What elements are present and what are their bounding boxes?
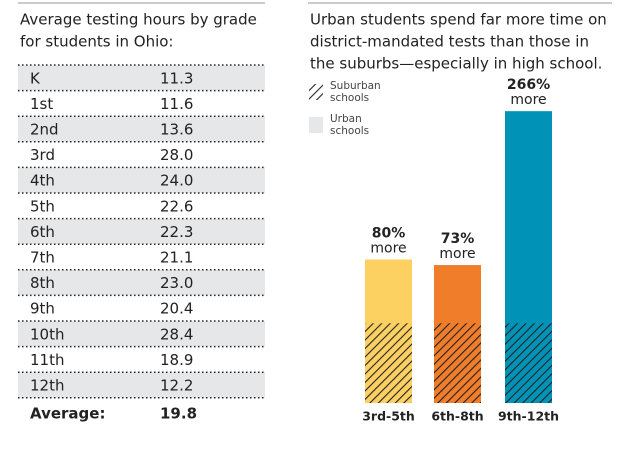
- row-band: [18, 65, 265, 91]
- x-tick-label: 6th-8th: [431, 409, 483, 424]
- hours: 21.1: [160, 249, 193, 267]
- hours: 24.0: [160, 172, 193, 190]
- annotation-note: more: [510, 92, 546, 108]
- grade: 9th: [30, 300, 55, 318]
- grade: 1st: [30, 95, 53, 113]
- bar-hatch: [505, 323, 552, 403]
- grade: 11th: [30, 351, 64, 369]
- grade: 2nd: [30, 121, 59, 139]
- hours: 28.4: [160, 325, 193, 343]
- bar-hatch: [365, 323, 412, 403]
- row-band: [18, 116, 265, 142]
- grade: 8th: [30, 274, 55, 292]
- table-title: for students in Ohio:: [20, 33, 173, 51]
- chart-title: Urban students spend far more time on: [310, 11, 607, 29]
- hours: 13.6: [160, 121, 193, 139]
- legend-swatch: [309, 117, 323, 133]
- legend-label: Suburban schools: [330, 80, 381, 104]
- annotation-note: more: [370, 240, 406, 256]
- row-band: [18, 372, 265, 398]
- hours: 11.3: [160, 69, 193, 87]
- annotation-note: more: [439, 246, 475, 262]
- row-band: [18, 269, 265, 296]
- hours: 22.6: [160, 197, 193, 215]
- hours: 12.2: [160, 377, 193, 395]
- hours: 20.4: [160, 300, 193, 318]
- hours: 11.6: [160, 95, 193, 113]
- grade: 3rd: [30, 146, 55, 164]
- bar-hatch: [434, 323, 481, 403]
- grade: 10th: [30, 325, 64, 343]
- grade: 7th: [30, 249, 55, 267]
- grade: 12th: [30, 377, 64, 395]
- x-tick-label: 9th-12th: [498, 409, 559, 424]
- annotation: 266%: [507, 77, 550, 93]
- legend-swatch: [309, 84, 323, 100]
- legend-label: Urban schools: [330, 113, 369, 137]
- chart-title: district-mandated tests than those in: [310, 33, 589, 51]
- average-label: Average:: [30, 404, 105, 422]
- grade: 4th: [30, 172, 55, 190]
- hours: 28.0: [160, 146, 193, 164]
- grade: 6th: [30, 223, 55, 241]
- average-value: 19.8: [160, 404, 197, 422]
- grade: K: [30, 69, 41, 87]
- x-tick-label: 3rd-5th: [362, 409, 415, 424]
- grade: 5th: [30, 197, 55, 215]
- annotation: 80%: [372, 225, 406, 241]
- row-band: [18, 218, 265, 245]
- row-band: [18, 321, 265, 347]
- hours: 18.9: [160, 351, 193, 369]
- hours: 23.0: [160, 274, 193, 292]
- annotation: 73%: [441, 231, 475, 247]
- table-title: Average testing hours by grade: [20, 11, 257, 29]
- hours: 22.3: [160, 223, 193, 241]
- chart-title: the suburbs—especially in high school.: [310, 55, 602, 73]
- row-band: [18, 167, 265, 193]
